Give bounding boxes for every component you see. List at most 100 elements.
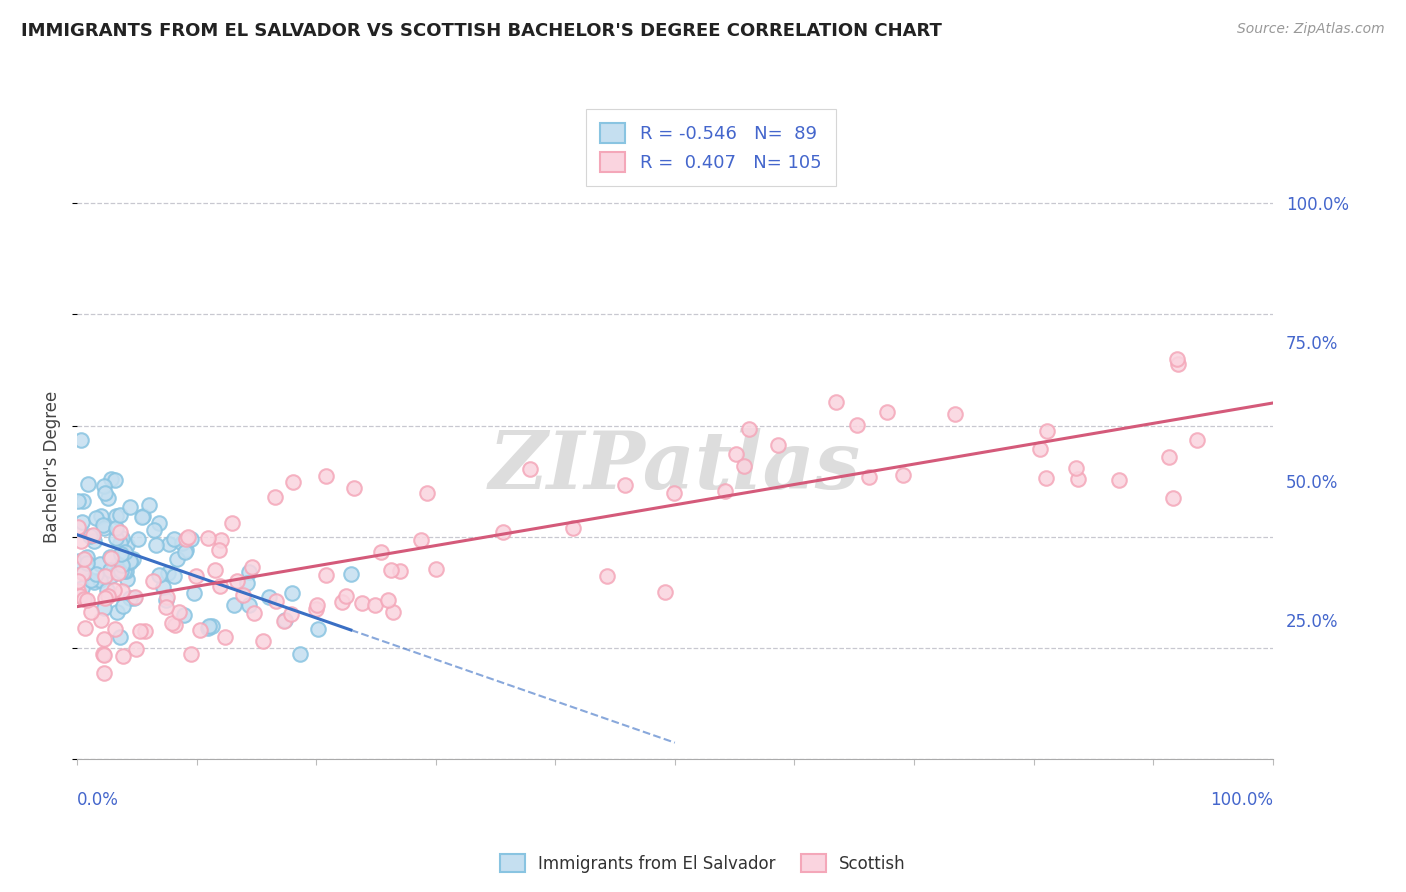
Text: Source: ZipAtlas.com: Source: ZipAtlas.com bbox=[1237, 22, 1385, 37]
Point bbox=[93, 521, 115, 535]
Point bbox=[91, 647, 114, 661]
Point bbox=[128, 624, 150, 638]
Point bbox=[73, 551, 96, 566]
Point bbox=[124, 590, 146, 604]
Point bbox=[204, 563, 226, 577]
Point bbox=[174, 532, 197, 546]
Point bbox=[104, 473, 127, 487]
Point bbox=[104, 532, 127, 546]
Point bbox=[825, 395, 848, 409]
Point bbox=[1036, 424, 1059, 438]
Point bbox=[98, 549, 121, 564]
Point bbox=[111, 583, 134, 598]
Point bbox=[173, 607, 195, 622]
Point bbox=[340, 566, 363, 581]
Point bbox=[1161, 491, 1184, 506]
Point bbox=[120, 500, 142, 515]
Point bbox=[1035, 471, 1057, 485]
Point bbox=[70, 582, 93, 596]
Point bbox=[110, 630, 132, 644]
Point bbox=[67, 584, 90, 599]
Point bbox=[166, 552, 188, 566]
Point bbox=[90, 613, 112, 627]
Point bbox=[83, 575, 105, 590]
Point bbox=[67, 494, 90, 508]
Point bbox=[858, 470, 880, 484]
Point bbox=[69, 534, 91, 549]
Point bbox=[96, 583, 118, 598]
Point bbox=[1185, 433, 1208, 447]
Point bbox=[69, 589, 91, 603]
Point bbox=[76, 549, 98, 564]
Point bbox=[127, 532, 149, 546]
Point bbox=[120, 554, 142, 568]
Point bbox=[67, 519, 90, 533]
Point bbox=[100, 550, 122, 565]
Point bbox=[138, 498, 160, 512]
Point bbox=[846, 417, 869, 432]
Point bbox=[197, 621, 219, 635]
Point bbox=[145, 538, 167, 552]
Point bbox=[83, 533, 105, 548]
Point bbox=[425, 562, 447, 576]
Point bbox=[111, 558, 134, 572]
Point bbox=[155, 600, 177, 615]
Point bbox=[243, 606, 266, 620]
Point bbox=[97, 491, 120, 505]
Point bbox=[281, 586, 304, 600]
Point bbox=[613, 477, 636, 491]
Point bbox=[76, 593, 98, 607]
Text: 0.0%: 0.0% bbox=[77, 791, 120, 809]
Point bbox=[274, 613, 297, 627]
Point bbox=[305, 599, 328, 613]
Point bbox=[142, 574, 165, 588]
Point bbox=[174, 544, 197, 558]
Point bbox=[107, 566, 129, 581]
Point bbox=[876, 405, 898, 419]
Point bbox=[208, 579, 231, 593]
Point bbox=[492, 524, 515, 539]
Point bbox=[80, 605, 103, 619]
Point bbox=[208, 543, 231, 558]
Point bbox=[110, 565, 132, 579]
Y-axis label: Bachelor's Degree: Bachelor's Degree bbox=[44, 391, 60, 543]
Point bbox=[93, 666, 115, 681]
Point bbox=[281, 475, 304, 489]
Point bbox=[111, 599, 134, 613]
Point bbox=[105, 605, 128, 619]
Point bbox=[110, 535, 132, 549]
Point bbox=[388, 564, 411, 578]
Point bbox=[86, 567, 108, 582]
Point bbox=[100, 568, 122, 582]
Point bbox=[148, 568, 170, 582]
Point bbox=[157, 537, 180, 551]
Point bbox=[72, 493, 94, 508]
Point bbox=[188, 624, 211, 638]
Point bbox=[381, 605, 404, 619]
Point bbox=[93, 632, 115, 647]
Point bbox=[120, 591, 142, 605]
Point bbox=[97, 590, 120, 604]
Point bbox=[1167, 357, 1189, 371]
Point bbox=[1029, 442, 1052, 456]
Text: 100.0%: 100.0% bbox=[1209, 791, 1272, 809]
Point bbox=[273, 614, 295, 628]
Point bbox=[82, 527, 104, 541]
Point bbox=[943, 407, 966, 421]
Point bbox=[209, 533, 232, 547]
Point bbox=[186, 569, 208, 583]
Point bbox=[148, 516, 170, 530]
Point bbox=[201, 619, 224, 633]
Point bbox=[156, 590, 179, 604]
Point bbox=[169, 605, 191, 619]
Point bbox=[115, 573, 138, 587]
Point bbox=[562, 521, 585, 535]
Point bbox=[724, 447, 747, 461]
Point bbox=[90, 508, 112, 523]
Point bbox=[214, 630, 236, 644]
Point bbox=[180, 533, 202, 547]
Point bbox=[70, 433, 93, 447]
Point bbox=[155, 593, 177, 607]
Point bbox=[104, 521, 127, 535]
Point bbox=[105, 508, 128, 523]
